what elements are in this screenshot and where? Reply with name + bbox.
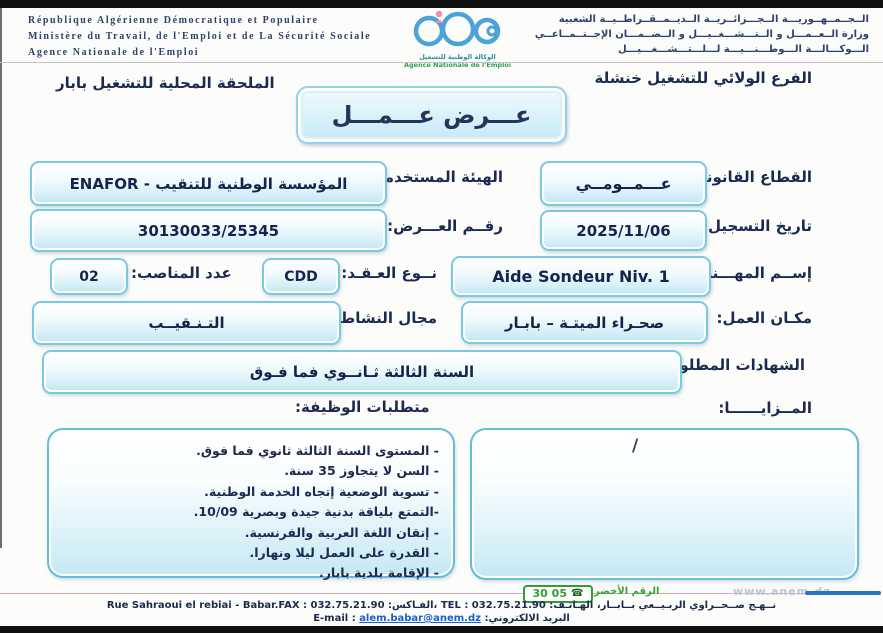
requirement-line: - تسوية الوضعية إتجاه الخدمة الوطنية. bbox=[204, 483, 439, 499]
requirement-line: - السن لا يتجاوز 35 سنة. bbox=[284, 463, 439, 479]
wilaya-branch-label: الفرع الولائي للتشغيل خنشلة bbox=[594, 69, 812, 87]
employer-value-box: المؤسسة الوطنية للتنقيب - ENAFOR bbox=[30, 161, 387, 206]
logo-caption-french: Agence Nationale de l'Emploi bbox=[403, 61, 512, 69]
anem-logo: الوكالة الوطنية للتشغيل Agence Nationale… bbox=[395, 8, 520, 69]
header-arabic-line: الــجــمــهــوريـــة الــجـــزائــريــة … bbox=[558, 14, 869, 25]
email-link[interactable]: alem.babar@anem.dz bbox=[359, 613, 481, 624]
job-requirements-box: - المستوى السنة الثالثة ثانوي فما فوق. -… bbox=[47, 428, 455, 580]
activity-field-value: التـنـقيــب bbox=[148, 314, 225, 332]
job-offer-title-box: عـــرض عـــمـــل bbox=[296, 86, 567, 144]
requirement-line: - إتقان اللغة العربية والفرنسية. bbox=[244, 524, 439, 540]
job-offer-title: عـــرض عـــمـــل bbox=[331, 101, 532, 129]
requirement-line: -التمتع بلياقة بدنية جيدة وبصرية 10/09. bbox=[193, 504, 439, 520]
green-number-value: 30 05 bbox=[532, 587, 567, 600]
legal-sector-value: عـــمــومــي bbox=[575, 174, 672, 193]
header-arabic-line: وزارة الــعــمـــل و الــتـــشـــغــيـــ… bbox=[534, 29, 869, 40]
requirement-line: - الإقامة بلدية بابار. bbox=[318, 565, 439, 581]
legal-sector-value-box: عـــمــومــي bbox=[540, 161, 707, 206]
header-french-line: République Algérienne Démocratique et Po… bbox=[28, 15, 319, 26]
logo-caption-arabic: الوكالة الوطنية للتشغيل bbox=[419, 53, 496, 61]
email-line: البريد الالكتروني: E-mail : alem.babar@a… bbox=[100, 613, 783, 624]
header-arabic-line: الـــوكـــالـــة الـــوطـــنـــيـــة لــ… bbox=[618, 44, 869, 55]
anem-logo-icon bbox=[413, 10, 500, 47]
employer-label: الهيئة المستخدمة: bbox=[369, 168, 503, 186]
positions-count-label: عدد المناصب: bbox=[131, 264, 232, 282]
header-french-text: République Algérienne Démocratique et Po… bbox=[28, 13, 371, 61]
job-title-label: إســم المهـــنة: bbox=[697, 264, 812, 282]
offer-number-value-box: 30130033/25345 bbox=[30, 209, 387, 252]
work-place-label: مكـان العمل: bbox=[716, 309, 812, 327]
work-place-value-box: صحـراء الميتـة – بابـار bbox=[461, 301, 708, 344]
scan-artifact-bottom-bar bbox=[0, 626, 883, 633]
job-requirements-label: متطلبات الوظيفة: bbox=[295, 398, 430, 416]
requirement-line: - القدرة على العمل ليلا ونهارا. bbox=[249, 545, 439, 561]
registration-date-label: تاريخ التسجيل: bbox=[701, 217, 812, 235]
benefits-box: / bbox=[470, 428, 859, 580]
footer-blue-line bbox=[805, 591, 881, 595]
required-certificates-value: السنة الثالثة ثـانــوي فما فـوق bbox=[249, 363, 475, 381]
positions-count-value: 02 bbox=[79, 268, 99, 285]
registration-date-value: 2025/11/06 bbox=[576, 221, 671, 240]
contract-type-label: نــوع العـقـد: bbox=[341, 264, 437, 282]
phone-icon: ☎ bbox=[570, 588, 584, 599]
header-french-line: Agence Nationale de l'Emploi bbox=[28, 47, 200, 58]
activity-field-value-box: التـنـقيــب bbox=[32, 301, 341, 345]
address-line: نــهـج صــحــراوي الربـيــعي بــابــار، … bbox=[106, 600, 777, 611]
contract-type-value-box: CDD bbox=[262, 258, 340, 295]
local-annex-label: الملحقة المحلية للتشغيل بابار bbox=[56, 74, 275, 92]
job-title-value-box: Aide Sondeur Niv. 1 bbox=[451, 256, 711, 297]
registration-date-value-box: 2025/11/06 bbox=[540, 210, 707, 251]
offer-number-label: رقــم العـــرض: bbox=[387, 217, 503, 235]
work-place-value: صحـراء الميتـة – بابـار bbox=[504, 313, 665, 332]
header-arabic-text: الــجــمــهــوريـــة الــجـــزائــريــة … bbox=[534, 12, 869, 57]
job-title-value: Aide Sondeur Niv. 1 bbox=[492, 267, 670, 286]
offer-number-value: 30130033/25345 bbox=[137, 221, 280, 240]
activity-field-label: مجال النشاط: bbox=[333, 309, 437, 327]
requirement-line: - المستوى السنة الثالثة ثانوي فما فوق. bbox=[196, 443, 439, 458]
email-label-arabic: البريد الالكتروني: bbox=[484, 613, 570, 624]
header-french-line: Ministère du Travail, de l'Emploi et de … bbox=[28, 31, 372, 42]
employer-value: المؤسسة الوطنية للتنقيب - ENAFOR bbox=[69, 174, 348, 193]
legal-sector-label: القطاع القانوني: bbox=[685, 168, 812, 186]
required-certificates-label: الشهادات المطلوبة: bbox=[658, 356, 805, 374]
scan-artifact-top-bar bbox=[0, 0, 883, 8]
benefits-value: / bbox=[632, 436, 639, 456]
benefits-label: المــزايــــــا: bbox=[718, 399, 812, 417]
green-number-badge: 30 05 ☎ bbox=[523, 585, 593, 603]
email-label-english: E-mail : bbox=[313, 613, 356, 624]
footer-rule-line bbox=[0, 593, 845, 594]
required-certificates-value-box: السنة الثالثة ثـانــوي فما فـوق bbox=[42, 350, 682, 394]
scan-artifact-left-edge bbox=[0, 8, 2, 548]
header-divider bbox=[0, 62, 883, 63]
contract-type-value: CDD bbox=[284, 268, 318, 285]
positions-count-value-box: 02 bbox=[50, 258, 128, 295]
green-number-label: الرقم الأخضر bbox=[594, 586, 660, 597]
email-latin-segment: E-mail : alem.babar@anem.dz bbox=[313, 613, 481, 624]
